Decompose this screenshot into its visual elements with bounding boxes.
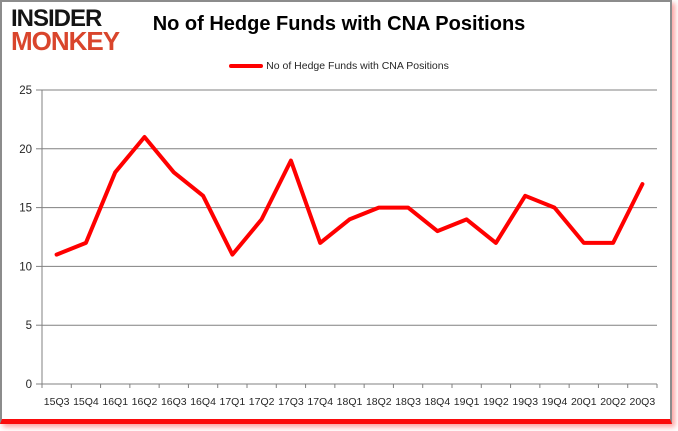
x-axis-tick-label: 20Q2 [600, 396, 626, 408]
x-axis-tick-label: 17Q3 [278, 396, 304, 408]
y-axis-tick-label: 15 [19, 203, 32, 215]
y-axis-tick-label: 25 [19, 85, 32, 97]
x-axis-tick-label: 15Q4 [73, 396, 99, 408]
x-axis-tick-label: 16Q2 [132, 396, 158, 408]
x-axis-tick-label: 16Q4 [190, 396, 216, 408]
x-axis-tick-label: 19Q1 [454, 396, 480, 408]
x-axis-tick-label: 16Q1 [102, 396, 128, 408]
x-axis-tick-label: 15Q3 [44, 396, 70, 408]
x-axis-tick-label: 17Q2 [249, 396, 275, 408]
x-axis-tick-label: 19Q2 [483, 396, 509, 408]
x-axis-tick-label: 19Q3 [512, 396, 538, 408]
logo-monkey-text: MONKEY [11, 25, 120, 56]
x-axis-tick-label: 17Q4 [307, 396, 333, 408]
x-axis-tick-label: 18Q3 [395, 396, 421, 408]
legend-line-swatch-icon [229, 64, 264, 68]
y-axis-tick-label: 5 [26, 320, 32, 332]
y-axis-tick-label: 0 [26, 379, 32, 391]
insider-monkey-logo: INSIDER MONKEY [11, 5, 120, 56]
y-axis-tick-label: 20 [19, 144, 32, 156]
chart-title: No of Hedge Funds with CNA Positions [152, 13, 526, 35]
x-axis-tick-label: 18Q2 [366, 396, 392, 408]
legend-label: No of Hedge Funds with CNA Positions [266, 60, 449, 72]
logo-insider-text: INSIDER [11, 5, 102, 32]
x-axis-tick-label: 19Q4 [542, 396, 568, 408]
x-axis-tick-label: 18Q1 [337, 396, 363, 408]
x-axis-tick-label: 16Q3 [161, 396, 187, 408]
x-axis-tick-label: 17Q1 [220, 396, 246, 408]
chart-legend: No of Hedge Funds with CNA Positions [0, 60, 678, 72]
x-axis-tick-label: 20Q3 [630, 396, 656, 408]
y-axis-tick-label: 10 [19, 261, 32, 273]
data-series-line [54, 135, 645, 257]
x-axis-tick-label: 18Q4 [425, 396, 451, 408]
x-axis-tick-label: 20Q1 [571, 396, 597, 408]
